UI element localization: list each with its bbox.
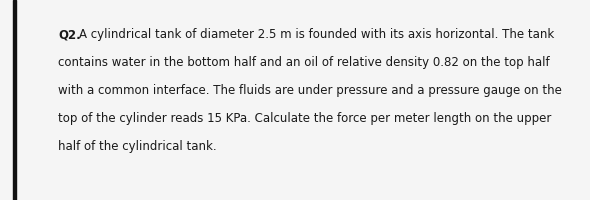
Text: top of the cylinder reads 15 KPa. Calculate the force per meter length on the up: top of the cylinder reads 15 KPa. Calcul…	[58, 112, 552, 125]
Text: Q2.: Q2.	[58, 28, 81, 41]
Bar	[13, 0, 16, 200]
Text: with a common interface. The fluids are under pressure and a pressure gauge on t: with a common interface. The fluids are …	[58, 84, 562, 97]
Text: contains water in the bottom half and an oil of relative density 0.82 on the top: contains water in the bottom half and an…	[58, 56, 550, 69]
Text: A cylindrical tank of diameter 2.5 m is founded with its axis horizontal. The ta: A cylindrical tank of diameter 2.5 m is …	[79, 28, 554, 41]
Text: half of the cylindrical tank.: half of the cylindrical tank.	[58, 140, 217, 153]
